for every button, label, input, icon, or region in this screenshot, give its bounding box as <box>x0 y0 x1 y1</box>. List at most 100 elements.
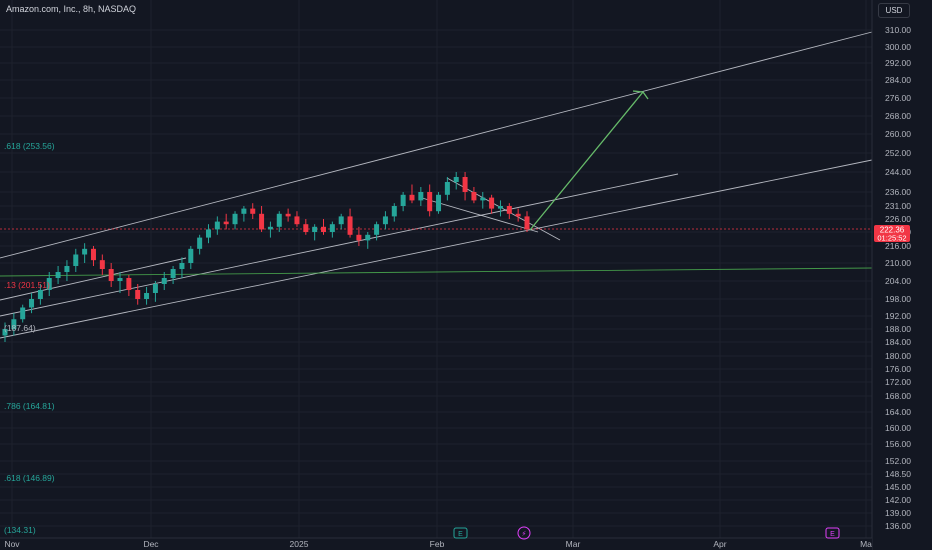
target-arrow-shaft <box>529 91 644 231</box>
price-tick-label: 236.00 <box>885 187 911 197</box>
candle-body <box>90 248 96 261</box>
candle-body <box>135 290 141 299</box>
price-tick-label: 188.00 <box>885 324 911 334</box>
candle <box>338 213 344 230</box>
candle-body <box>462 177 468 192</box>
candle-body <box>267 226 273 230</box>
time-tick-label: Feb <box>430 539 445 549</box>
fib-labels: .618 (253.56) .13 (201.51) (187.64) .786 (1… <box>4 141 55 535</box>
candle <box>29 293 35 314</box>
event-markers[interactable]: E ⚡ E <box>453 526 840 540</box>
candle-body <box>497 206 503 209</box>
candle-series[interactable] <box>2 172 530 342</box>
candle <box>117 272 123 293</box>
price-tick-label: 216.00 <box>885 241 911 251</box>
candle-body <box>73 254 79 266</box>
candle-body <box>436 194 442 212</box>
price-axis[interactable]: 136.00 139.00 142.00 145.00 148.50 152.00 156.… <box>871 0 932 550</box>
price-tick-label: 292.00 <box>885 58 911 68</box>
price-tick-label: 252.00 <box>885 148 911 158</box>
candle <box>46 272 52 296</box>
time-tick-label: Dec <box>143 539 159 549</box>
candle-body <box>489 197 495 209</box>
candle-body <box>382 216 388 225</box>
time-tick-label: 2025 <box>290 539 309 549</box>
candle-body <box>303 224 309 232</box>
price-tick-label: 192.00 <box>885 311 911 321</box>
candle-body <box>250 208 256 214</box>
currency-selector[interactable]: USD <box>878 3 910 18</box>
candle <box>214 216 220 235</box>
price-tick-label: 160.00 <box>885 423 911 433</box>
candle <box>232 211 238 230</box>
candle-body <box>117 278 123 281</box>
candle <box>11 313 17 336</box>
fib-level-label: .13 (201.51) <box>4 280 50 290</box>
target-arrow-head <box>632 90 649 100</box>
candle <box>259 206 265 232</box>
candle <box>303 219 309 235</box>
price-tick-label: 176.00 <box>885 364 911 374</box>
earnings-future-letter: E <box>830 531 835 538</box>
time-axis[interactable]: Nov Dec 2025 Feb Mar Apr Ma <box>0 537 872 550</box>
candle-body <box>524 216 530 230</box>
split-icon-glyph: ⚡ <box>522 530 527 538</box>
channel-mid-line <box>0 173 679 317</box>
time-axis-bg <box>0 538 872 550</box>
candle <box>37 284 43 305</box>
support-line <box>0 267 873 277</box>
candle <box>2 322 8 342</box>
candle <box>267 221 273 238</box>
candle-body <box>321 226 327 232</box>
candle-body <box>338 216 344 225</box>
candle <box>356 226 362 246</box>
candle-body <box>126 278 132 290</box>
dividend-split-icon <box>517 526 531 540</box>
candle <box>197 234 203 255</box>
candle-body <box>46 278 52 290</box>
price-tick-label: 300.00 <box>885 42 911 52</box>
candle <box>188 246 194 269</box>
candle <box>250 203 256 219</box>
earnings-future-marker-icon <box>825 527 840 539</box>
candle <box>241 206 247 222</box>
candle-body <box>20 307 26 320</box>
candle <box>294 211 300 227</box>
candle <box>382 211 388 230</box>
candle <box>223 213 229 230</box>
candle <box>480 192 486 209</box>
symbol-title[interactable]: Amazon.com, Inc., 8h, NASDAQ <box>6 4 137 14</box>
candle <box>179 257 185 278</box>
price-tick-label: 204.00 <box>885 276 911 286</box>
price-tick-label: 260.00 <box>885 129 911 139</box>
candle-body <box>161 278 167 284</box>
wedge-lower-line <box>421 197 539 233</box>
candle-body <box>2 329 8 336</box>
candle-body <box>356 234 362 241</box>
time-tick-label: Apr <box>713 539 726 549</box>
candle <box>90 246 96 266</box>
candle-body <box>329 224 335 232</box>
candle-body <box>409 194 415 201</box>
price-tick-label: 164.00 <box>885 407 911 417</box>
price-tick-label: 172.00 <box>885 377 911 387</box>
candle <box>400 192 406 212</box>
candle-body <box>64 266 70 272</box>
price-tick-label: 284.00 <box>885 75 911 85</box>
price-tick-label: 156.00 <box>885 439 911 449</box>
candle <box>444 177 450 201</box>
candle-body <box>205 229 211 238</box>
candle-body <box>400 194 406 206</box>
price-tick-label: 168.00 <box>885 391 911 401</box>
candle <box>524 211 530 232</box>
candle <box>453 172 459 190</box>
candle-body <box>374 224 380 235</box>
candle-body <box>285 213 291 217</box>
candle <box>108 263 114 287</box>
candle-body <box>232 213 238 225</box>
candle <box>64 260 70 281</box>
candle-body <box>55 272 61 278</box>
candle <box>515 208 521 222</box>
candle-body <box>170 269 176 278</box>
